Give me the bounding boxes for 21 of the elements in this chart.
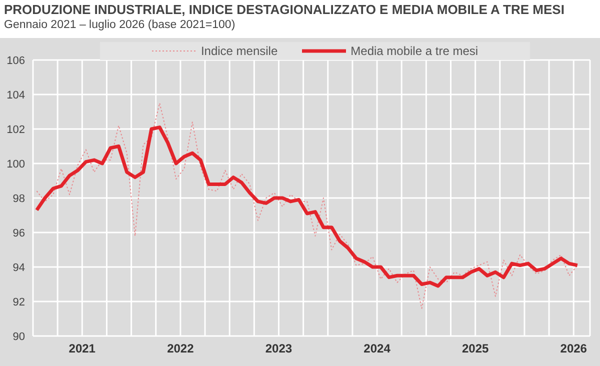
y-tick-label: 102 (6, 124, 25, 136)
y-tick-label: 98 (12, 192, 25, 205)
x-tick-label: 2022 (167, 342, 194, 356)
y-tick-label: 96 (12, 227, 25, 240)
x-tick-label: 2025 (462, 342, 489, 356)
y-tick-label: 104 (6, 89, 25, 102)
legend-label: Media mobile a tre mesi (350, 44, 478, 58)
chart-title: PRODUZIONE INDUSTRIALE, INDICE DESTAGIONALIZZATO E MEDIA MOBILE A TRE MESI (4, 2, 566, 17)
line-series (35, 126, 580, 288)
y-tick-label: 94 (12, 262, 25, 274)
legend-label: Indice mensile (200, 44, 278, 58)
x-tick-label: 2023 (265, 342, 292, 356)
x-tick-label: 2021 (68, 342, 96, 356)
line-series (36, 102, 578, 309)
y-tick-label: 100 (6, 158, 25, 170)
x-tick-label: 2024 (364, 342, 391, 356)
x-tick-label: 2026 (560, 342, 588, 356)
y-tick-label: 106 (6, 54, 25, 67)
y-tick-label: 92 (12, 296, 25, 308)
y-tick-label: 90 (12, 330, 25, 343)
chart-subtitle: Gennaio 2021 – luglio 2026 (base 2021=100) (4, 18, 236, 33)
